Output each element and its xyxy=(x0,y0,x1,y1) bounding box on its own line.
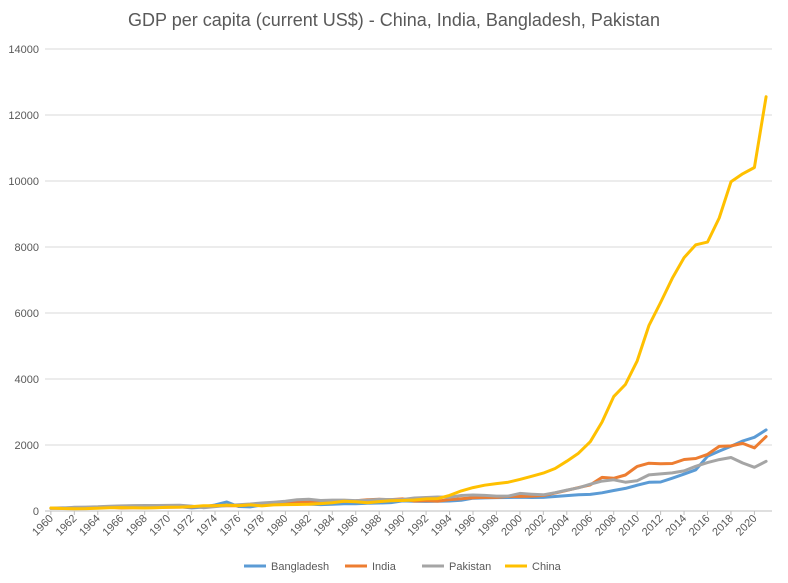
x-tick-label: 1976 xyxy=(218,513,244,539)
legend-label-china: China xyxy=(532,561,562,573)
y-tick-label: 0 xyxy=(33,506,39,518)
chart-title: GDP per capita (current US$) - China, In… xyxy=(128,10,660,30)
x-tick-label: 1970 xyxy=(147,513,173,539)
x-tick-label: 1962 xyxy=(54,513,80,539)
y-tick-label: 12000 xyxy=(8,110,39,122)
x-tick-label: 2006 xyxy=(570,513,596,539)
x-tick-label: 1964 xyxy=(77,513,103,539)
series-line-bangladesh xyxy=(49,428,768,510)
x-tick-label: 1992 xyxy=(405,513,431,539)
x-tick-label: 2012 xyxy=(640,513,666,539)
y-tick-label: 2000 xyxy=(15,440,39,452)
x-tick-label: 1984 xyxy=(312,513,338,539)
legend-label-india: India xyxy=(372,561,397,573)
x-tick-label: 2016 xyxy=(687,513,713,539)
x-tick-label: 1988 xyxy=(359,513,385,539)
x-tick-label: 1998 xyxy=(476,513,502,539)
x-tick-label: 2000 xyxy=(499,513,525,539)
x-tick-label: 1978 xyxy=(241,513,267,539)
y-tick-label: 8000 xyxy=(15,242,39,254)
x-tick-label: 1980 xyxy=(265,513,291,539)
x-tick-label: 2002 xyxy=(523,513,549,539)
series-line-china xyxy=(49,95,768,511)
legend-label-pakistan: Pakistan xyxy=(449,561,491,573)
x-tick-label: 2014 xyxy=(663,513,689,539)
x-tick-label: 2004 xyxy=(546,513,572,539)
legend-label-bangladesh: Bangladesh xyxy=(271,561,329,573)
x-tick-label: 1972 xyxy=(171,513,197,539)
x-tick-label: 1968 xyxy=(124,513,150,539)
x-tick-label: 1966 xyxy=(101,513,127,539)
x-tick-label: 2018 xyxy=(710,513,736,539)
x-tick-label: 2008 xyxy=(593,513,619,539)
x-tick-label: 1990 xyxy=(382,513,408,539)
x-tick-label: 2010 xyxy=(616,513,642,539)
x-tick-label: 1974 xyxy=(194,513,220,539)
y-tick-label: 14000 xyxy=(8,44,39,56)
y-tick-label: 10000 xyxy=(8,176,39,188)
x-tick-label: 1982 xyxy=(288,513,314,539)
y-tick-label: 6000 xyxy=(15,308,39,320)
x-tick-label: 2020 xyxy=(734,513,760,539)
x-tick-label: 1994 xyxy=(429,513,455,539)
x-tick-label: 1986 xyxy=(335,513,361,539)
y-tick-label: 4000 xyxy=(15,374,39,386)
x-tick-label: 1996 xyxy=(452,513,478,539)
